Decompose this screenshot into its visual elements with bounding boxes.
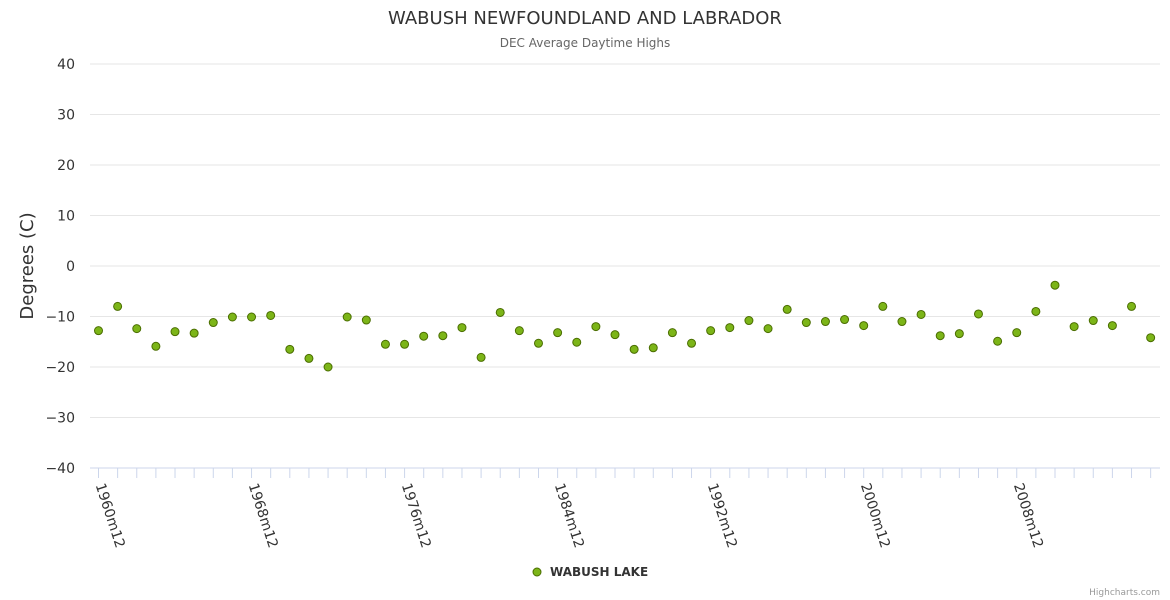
data-point	[170, 327, 180, 337]
data-point	[227, 312, 237, 322]
data-point	[400, 339, 410, 349]
chart-title: WABUSH NEWFOUNDLAND AND LABRADOR	[388, 8, 782, 29]
legend[interactable]: WABUSH LAKE	[532, 565, 648, 579]
y-tick-label: 30	[57, 108, 75, 124]
data-point	[553, 328, 563, 338]
data-point	[342, 312, 352, 322]
data-point	[1069, 322, 1079, 332]
data-point	[247, 312, 257, 322]
y-tick-label: 20	[57, 158, 75, 174]
data-point	[285, 344, 295, 354]
credits[interactable]: Highcharts.com	[1089, 588, 1160, 598]
y-tick-label: −40	[45, 461, 75, 477]
data-point	[1107, 321, 1117, 331]
data-point	[878, 301, 888, 311]
data-point	[151, 341, 161, 351]
legend-label[interactable]: WABUSH LAKE	[550, 565, 648, 579]
data-point	[304, 353, 314, 363]
data-point	[706, 326, 716, 336]
data-point	[763, 324, 773, 334]
data-point	[1012, 328, 1022, 338]
data-point	[266, 310, 276, 320]
y-tick-label: −10	[45, 310, 75, 326]
data-point	[1127, 301, 1137, 311]
data-point	[113, 301, 123, 311]
data-point	[993, 336, 1003, 346]
data-point	[648, 343, 658, 353]
y-axis-ticks: 40 30 20 10 0 −10 −20 −30 −40	[45, 57, 75, 477]
data-point	[380, 339, 390, 349]
data-point	[744, 316, 754, 326]
data-point	[801, 318, 811, 328]
data-point	[208, 318, 218, 328]
y-axis-label: Degrees (C)	[17, 212, 38, 319]
data-point	[1088, 316, 1098, 326]
data-point	[687, 338, 697, 348]
data-point	[916, 309, 926, 319]
data-point	[897, 317, 907, 327]
data-point	[533, 338, 543, 348]
data-point	[840, 315, 850, 325]
data-point	[1031, 306, 1041, 316]
data-point	[419, 331, 429, 341]
data-point	[782, 304, 792, 314]
y-tick-label: 0	[66, 259, 75, 275]
y-tick-label: 40	[57, 57, 75, 73]
data-point	[438, 331, 448, 341]
data-point	[859, 321, 869, 331]
y-tick-label: −20	[45, 360, 75, 376]
data-point	[476, 352, 486, 362]
data-point	[361, 315, 371, 325]
data-point	[935, 331, 945, 341]
data-point	[610, 330, 620, 340]
data-point	[132, 324, 142, 334]
data-point	[514, 326, 524, 336]
legend-marker	[532, 567, 542, 577]
data-series-wabush-lake[interactable]	[94, 280, 1156, 372]
data-point	[189, 328, 199, 338]
data-point	[572, 337, 582, 347]
data-point	[591, 322, 601, 332]
data-point	[94, 326, 103, 336]
chart-subtitle: DEC Average Daytime Highs	[500, 36, 671, 50]
data-point	[1146, 333, 1156, 343]
data-point	[820, 317, 830, 327]
data-point	[973, 309, 983, 319]
data-point	[323, 362, 333, 372]
y-tick-label: 10	[57, 209, 75, 225]
data-point	[725, 323, 735, 333]
data-point	[954, 329, 964, 339]
data-point	[1050, 280, 1060, 290]
y-tick-label: −30	[45, 411, 75, 427]
data-point	[495, 307, 505, 317]
data-point	[629, 344, 639, 354]
data-point	[667, 328, 677, 338]
data-point	[457, 323, 467, 333]
